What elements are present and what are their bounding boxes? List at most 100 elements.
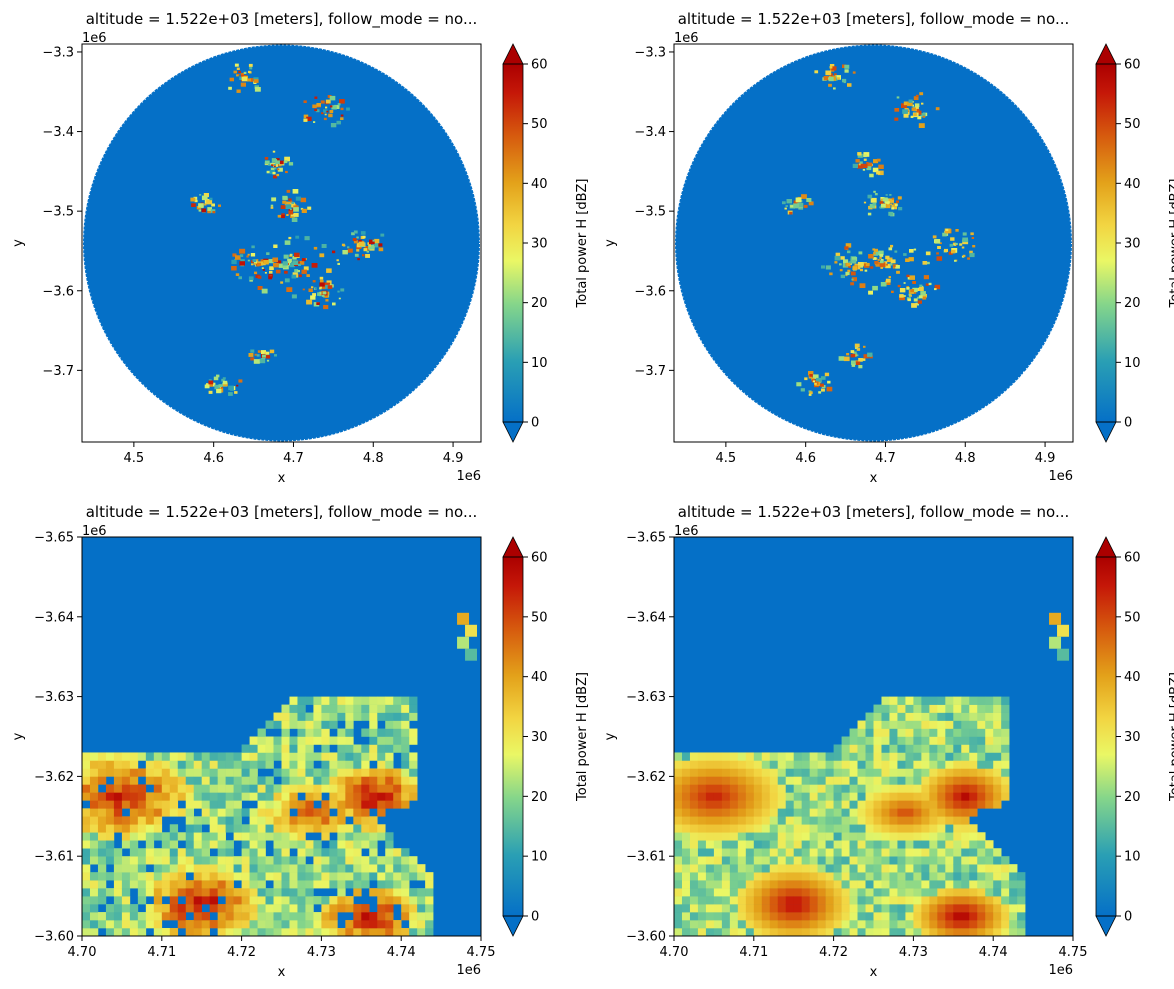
grid-cell <box>873 888 882 897</box>
echo-cell <box>269 349 275 354</box>
echo-cell <box>208 383 213 387</box>
grid-cell <box>241 760 250 769</box>
grid-cell <box>209 800 218 809</box>
grid-cell <box>209 856 218 865</box>
grid-cell <box>265 920 274 929</box>
grid-cell <box>729 864 739 873</box>
grid-cell <box>345 752 354 761</box>
grid-cell <box>689 864 699 873</box>
grid-cell <box>737 904 747 913</box>
grid-cell <box>777 928 787 936</box>
grid-cell <box>689 928 699 936</box>
grid-cell <box>177 752 187 761</box>
echo-cell <box>248 63 253 67</box>
grid-cell <box>217 832 226 841</box>
grid-cell <box>161 832 171 841</box>
grid-cell <box>769 832 779 841</box>
echo-cell <box>369 239 375 245</box>
grid-cell <box>705 896 715 905</box>
grid-cell <box>105 816 115 825</box>
grid-cell <box>945 880 954 889</box>
grid-cell <box>273 840 282 849</box>
grid-cell <box>385 696 394 705</box>
grid-cell <box>361 920 370 929</box>
grid-cell <box>161 784 171 793</box>
y-tick-label: −3.6 <box>634 284 666 299</box>
grid-cell <box>289 768 298 777</box>
echo-cell <box>953 243 957 246</box>
echo-cell <box>247 253 250 256</box>
grid-cell <box>969 752 978 761</box>
grid-cell <box>697 888 707 897</box>
colorbar-tick-label: 10 <box>1124 356 1141 371</box>
grid-cell <box>385 888 394 897</box>
grid-cell <box>241 744 250 753</box>
grid-cell <box>873 848 882 857</box>
echo-cell <box>864 269 868 272</box>
echo-cell <box>254 353 257 356</box>
grid-cell <box>705 776 715 785</box>
grid-cell <box>825 816 834 825</box>
grid-cell <box>305 760 314 769</box>
grid-cell <box>945 840 954 849</box>
echo-cell <box>275 160 280 165</box>
grid-cell <box>289 856 298 865</box>
grid-cell <box>137 808 147 817</box>
grid-cell <box>737 848 747 857</box>
grid-cell <box>753 808 763 817</box>
echo-cell <box>231 259 237 265</box>
echo-cell <box>903 295 906 297</box>
echo-cell <box>880 266 883 269</box>
grid-cell <box>961 720 970 729</box>
echo-cell <box>294 252 300 258</box>
grid-cell <box>193 896 202 905</box>
grid-cell <box>417 928 426 936</box>
echo-cell <box>207 210 212 214</box>
grid-cell <box>825 848 834 857</box>
grid-cell <box>841 896 850 905</box>
grid-cell <box>745 896 755 905</box>
grid-cell <box>185 808 195 817</box>
grid-cell <box>1001 728 1010 737</box>
grid-cell <box>321 728 330 737</box>
grid-cell <box>121 896 131 905</box>
grid-cell <box>705 864 715 873</box>
grid-cell <box>161 928 171 936</box>
grid-cell <box>905 816 914 825</box>
grid-cell <box>337 744 346 753</box>
echo-cell <box>863 345 866 348</box>
grid-cell <box>689 888 699 897</box>
echo-cell <box>962 237 968 243</box>
grid-cell <box>82 880 91 889</box>
echo-cell <box>880 198 885 202</box>
grid-cell <box>889 896 898 905</box>
grid-cell <box>385 720 394 729</box>
grid-cell <box>273 912 282 921</box>
grid-cell <box>937 824 946 833</box>
echo-cell <box>948 251 953 255</box>
echo-cell <box>881 203 886 208</box>
grid-cell <box>761 896 771 905</box>
echo-cell <box>198 203 204 208</box>
grid-cell <box>1017 896 1026 905</box>
grid-cell <box>745 840 755 849</box>
echo-cell <box>325 299 329 302</box>
grid-cell <box>745 776 755 785</box>
grid-cell <box>873 800 882 809</box>
grid-cell <box>745 848 755 857</box>
echo-cell <box>850 353 856 358</box>
grid-cell <box>97 880 107 889</box>
echo-cell <box>782 201 786 205</box>
grid-cell <box>361 768 370 777</box>
grid-cell <box>697 776 707 785</box>
grid-cell <box>681 840 691 849</box>
grid-cell <box>145 904 155 913</box>
grid-cell <box>273 712 282 721</box>
grid-cell <box>257 904 266 913</box>
grid-cell <box>769 792 779 801</box>
grid-cell <box>913 872 922 881</box>
grid-cell <box>257 752 266 761</box>
echo-cell <box>894 117 899 121</box>
grid-cell <box>865 896 874 905</box>
grid-cell <box>705 872 715 881</box>
